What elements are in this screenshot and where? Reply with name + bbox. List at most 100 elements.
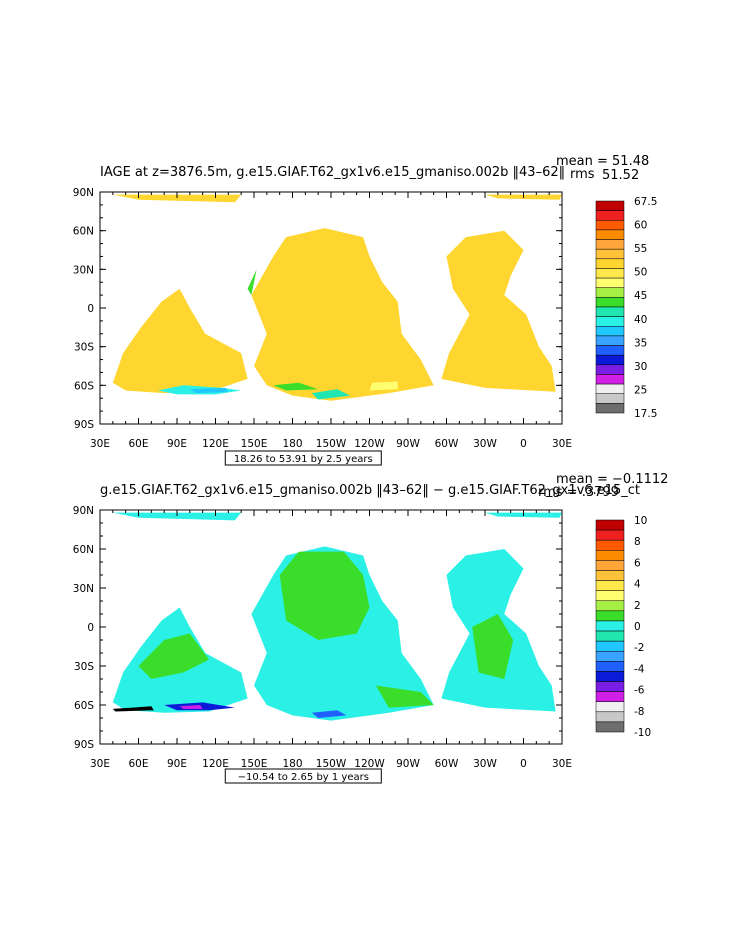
- colorbar-segment: [595, 200, 625, 211]
- colorbar-label: 2: [634, 600, 641, 612]
- colorbar-segment: [595, 630, 625, 642]
- colorbar-segment: [595, 354, 625, 366]
- colorbar-label: 4: [634, 579, 641, 591]
- colorbar-segment: [595, 403, 625, 414]
- colorbar-segment: [595, 721, 625, 733]
- colorbar-segment: [595, 529, 625, 541]
- panel-2: g.e15.GIAF.T62_gx1v6.e15_gmaniso.002b ‖4…: [73, 472, 668, 784]
- x-tick-label: 30E: [90, 438, 110, 450]
- x-tick-label: 90E: [167, 758, 187, 770]
- x-tick-label: 60W: [435, 758, 459, 770]
- y-tick-label: 30N: [73, 264, 94, 276]
- colorbar-segment: [595, 277, 625, 288]
- x-tick-label: 60E: [129, 438, 149, 450]
- colorbar-segment: [595, 701, 625, 713]
- x-tick-label: 150E: [241, 758, 268, 770]
- colorbar-label: -4: [634, 663, 645, 675]
- colorbar-label: 67.5: [634, 196, 657, 208]
- contour-info-box: [224, 768, 382, 784]
- x-tick-label: 90E: [167, 438, 187, 450]
- x-tick-label: 30E: [90, 758, 110, 770]
- y-tick-label: 60S: [74, 700, 94, 712]
- colorbar-label: 17.5: [634, 408, 657, 420]
- x-tick-label: 30E: [552, 758, 572, 770]
- x-tick-label: 120E: [202, 758, 229, 770]
- rms-label: rms: [570, 167, 595, 182]
- ocean-region-pacific: [251, 228, 434, 401]
- colorbar-segment: [595, 610, 625, 622]
- colorbar-segment: [595, 681, 625, 692]
- colorbar-segment: [595, 239, 625, 250]
- y-tick-label: 30N: [73, 583, 94, 595]
- colorbar-segment: [595, 210, 625, 221]
- colorbar-label: 25: [634, 384, 647, 396]
- y-tick-label: 90N: [73, 187, 94, 199]
- colorbar-segment: [595, 711, 625, 723]
- colorbar-label: 6: [634, 557, 641, 569]
- y-tick-label: 90S: [74, 739, 94, 751]
- colorbar-label: 8: [634, 536, 641, 548]
- y-tick-label: 30S: [74, 342, 94, 354]
- colorbar-segment: [595, 661, 625, 672]
- colorbar-segment: [595, 580, 625, 591]
- y-tick-label: 0: [87, 303, 94, 315]
- colorbar-label: -8: [634, 706, 644, 718]
- y-tick-label: 60S: [74, 380, 94, 392]
- ocean-region-atlantic: [441, 230, 556, 392]
- colorbar-segment: [595, 691, 625, 702]
- panel-title: IAGE at z=3876.5m, g.e15.GIAF.T62_gx1v6.…: [100, 165, 565, 180]
- colorbar-segment: [595, 364, 625, 375]
- x-tick-label: 120E: [202, 438, 229, 450]
- x-tick-label: 180: [282, 758, 302, 770]
- contour-info-box: [224, 450, 382, 466]
- colorbar-label: 45: [634, 290, 647, 302]
- x-tick-label: 120W: [354, 758, 385, 770]
- teal-region: [311, 389, 351, 400]
- small-green-region: [247, 269, 257, 296]
- colorbar-label: 55: [634, 243, 647, 255]
- colorbar-segment: [595, 570, 625, 581]
- contour-info: 18.26 to 53.91 by 2.5 years: [234, 454, 373, 465]
- colorbar-label: 0: [634, 621, 641, 633]
- y-tick-label: 90S: [74, 419, 94, 431]
- x-tick-label: 30W: [473, 758, 497, 770]
- y-tick-label: 30S: [74, 661, 94, 673]
- colorbar-segment: [595, 560, 625, 571]
- x-tick-label: 90W: [396, 758, 420, 770]
- x-tick-label: 90W: [396, 438, 420, 450]
- ocean-region-arctic: [112, 512, 242, 521]
- colorbar-segment: [595, 550, 625, 561]
- panel-title: g.e15.GIAF.T62_gx1v6.e15_gmaniso.002b ‖4…: [100, 483, 640, 498]
- positive-region-indian: [138, 633, 210, 679]
- colorbar-segment: [595, 326, 625, 337]
- negative-region-2: [179, 705, 203, 709]
- x-tick-label: 0: [520, 438, 527, 450]
- colorbar-segment: [595, 248, 625, 260]
- contour-info: −10.54 to 2.65 by 1 years: [238, 772, 369, 783]
- mean-label: mean = 51.48: [556, 154, 649, 169]
- colorbar-label: 60: [634, 220, 647, 232]
- colorbar-label: -6: [634, 685, 645, 697]
- x-tick-label: 150W: [316, 758, 347, 770]
- x-tick-label: 180: [282, 438, 302, 450]
- y-tick-label: 60N: [73, 226, 94, 238]
- colorbar-segment: [595, 620, 625, 632]
- x-tick-label: 30E: [552, 438, 572, 450]
- colorbar-segment: [595, 671, 625, 682]
- positive-region-satl: [472, 614, 514, 679]
- colorbar-segment: [595, 268, 625, 279]
- colorbar-label: 35: [634, 337, 647, 349]
- rms-value: 51.52: [602, 168, 639, 183]
- colorbar-segment: [595, 229, 625, 240]
- y-tick-label: 0: [87, 622, 94, 634]
- colorbar-segment: [595, 335, 625, 346]
- colorbar-segment: [595, 374, 625, 385]
- colorbar-label: -2: [634, 642, 644, 654]
- colorbar-segment: [595, 650, 625, 662]
- colorbar-segment: [595, 393, 625, 404]
- ocean-region-indian: [112, 288, 248, 394]
- mean-label: mean = −0.1112: [556, 472, 668, 487]
- ocean-region-arctic: [112, 194, 242, 203]
- colorbar-segment: [595, 600, 625, 612]
